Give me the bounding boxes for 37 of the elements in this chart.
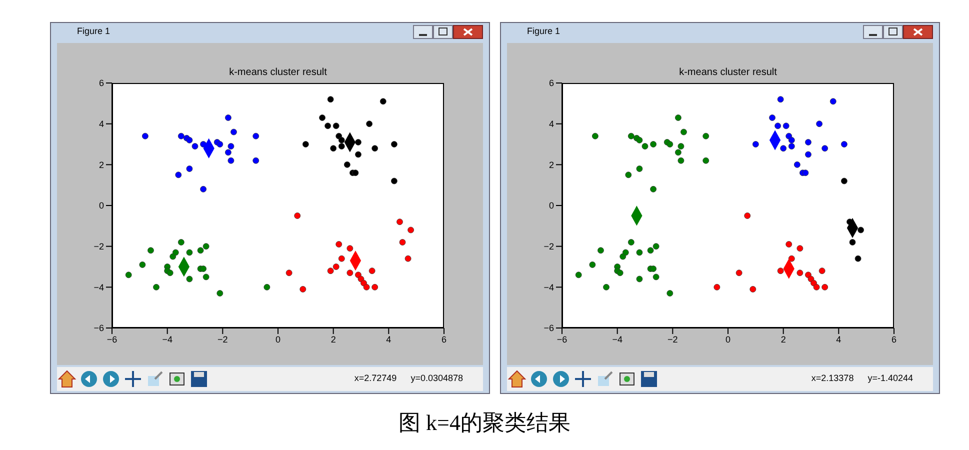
y-tick-label: −2 <box>94 242 104 252</box>
x-tick-label: 0 <box>725 334 731 344</box>
text: y=0.0304878 <box>410 373 463 383</box>
x-tick-label: −2 <box>218 334 228 344</box>
x-tick-label: 6 <box>441 334 447 344</box>
x-tick-label: −6 <box>556 334 568 344</box>
y-tick-label: 2 <box>548 160 554 170</box>
y-tick-label: 4 <box>548 119 554 130</box>
caption: Figure 1 <box>77 26 110 36</box>
x-tick-label: 2 <box>780 334 786 344</box>
x-tick-label: 4 <box>386 334 392 344</box>
text: x=2.72749 <box>354 373 397 383</box>
x-tick-label: −2 <box>668 334 678 344</box>
y-tick-label: −6 <box>94 323 104 334</box>
x-tick-label: −4 <box>162 334 172 344</box>
text: y=-1.40244 <box>868 373 913 383</box>
x-tick-label: 0 <box>275 334 281 344</box>
y-tick-label: −4 <box>544 282 554 292</box>
y-tick-label: 4 <box>98 119 104 130</box>
y-tick-label: 6 <box>98 78 104 88</box>
text: x=2.13378 <box>811 373 854 383</box>
y-tick-label: −4 <box>94 282 104 292</box>
chart-title: k-means cluster result <box>678 67 778 78</box>
x-tick-label: 4 <box>836 334 842 344</box>
x-tick-label: 6 <box>891 334 897 344</box>
y-tick-label: 2 <box>98 160 104 170</box>
x-tick-label: −4 <box>612 334 622 344</box>
y-tick-label: −2 <box>544 242 554 252</box>
y-tick-label: −6 <box>544 323 554 334</box>
x-tick-label: −6 <box>106 334 118 344</box>
y-tick-label: 6 <box>548 78 554 88</box>
chart-title: k-means cluster result <box>228 67 328 78</box>
y-tick-label: 0 <box>548 200 554 211</box>
y-tick-label: 0 <box>98 200 104 211</box>
caption: Figure 1 <box>527 26 560 36</box>
x-tick-label: 2 <box>330 334 336 344</box>
text: 图 k=4的聚类结果 <box>398 410 570 435</box>
